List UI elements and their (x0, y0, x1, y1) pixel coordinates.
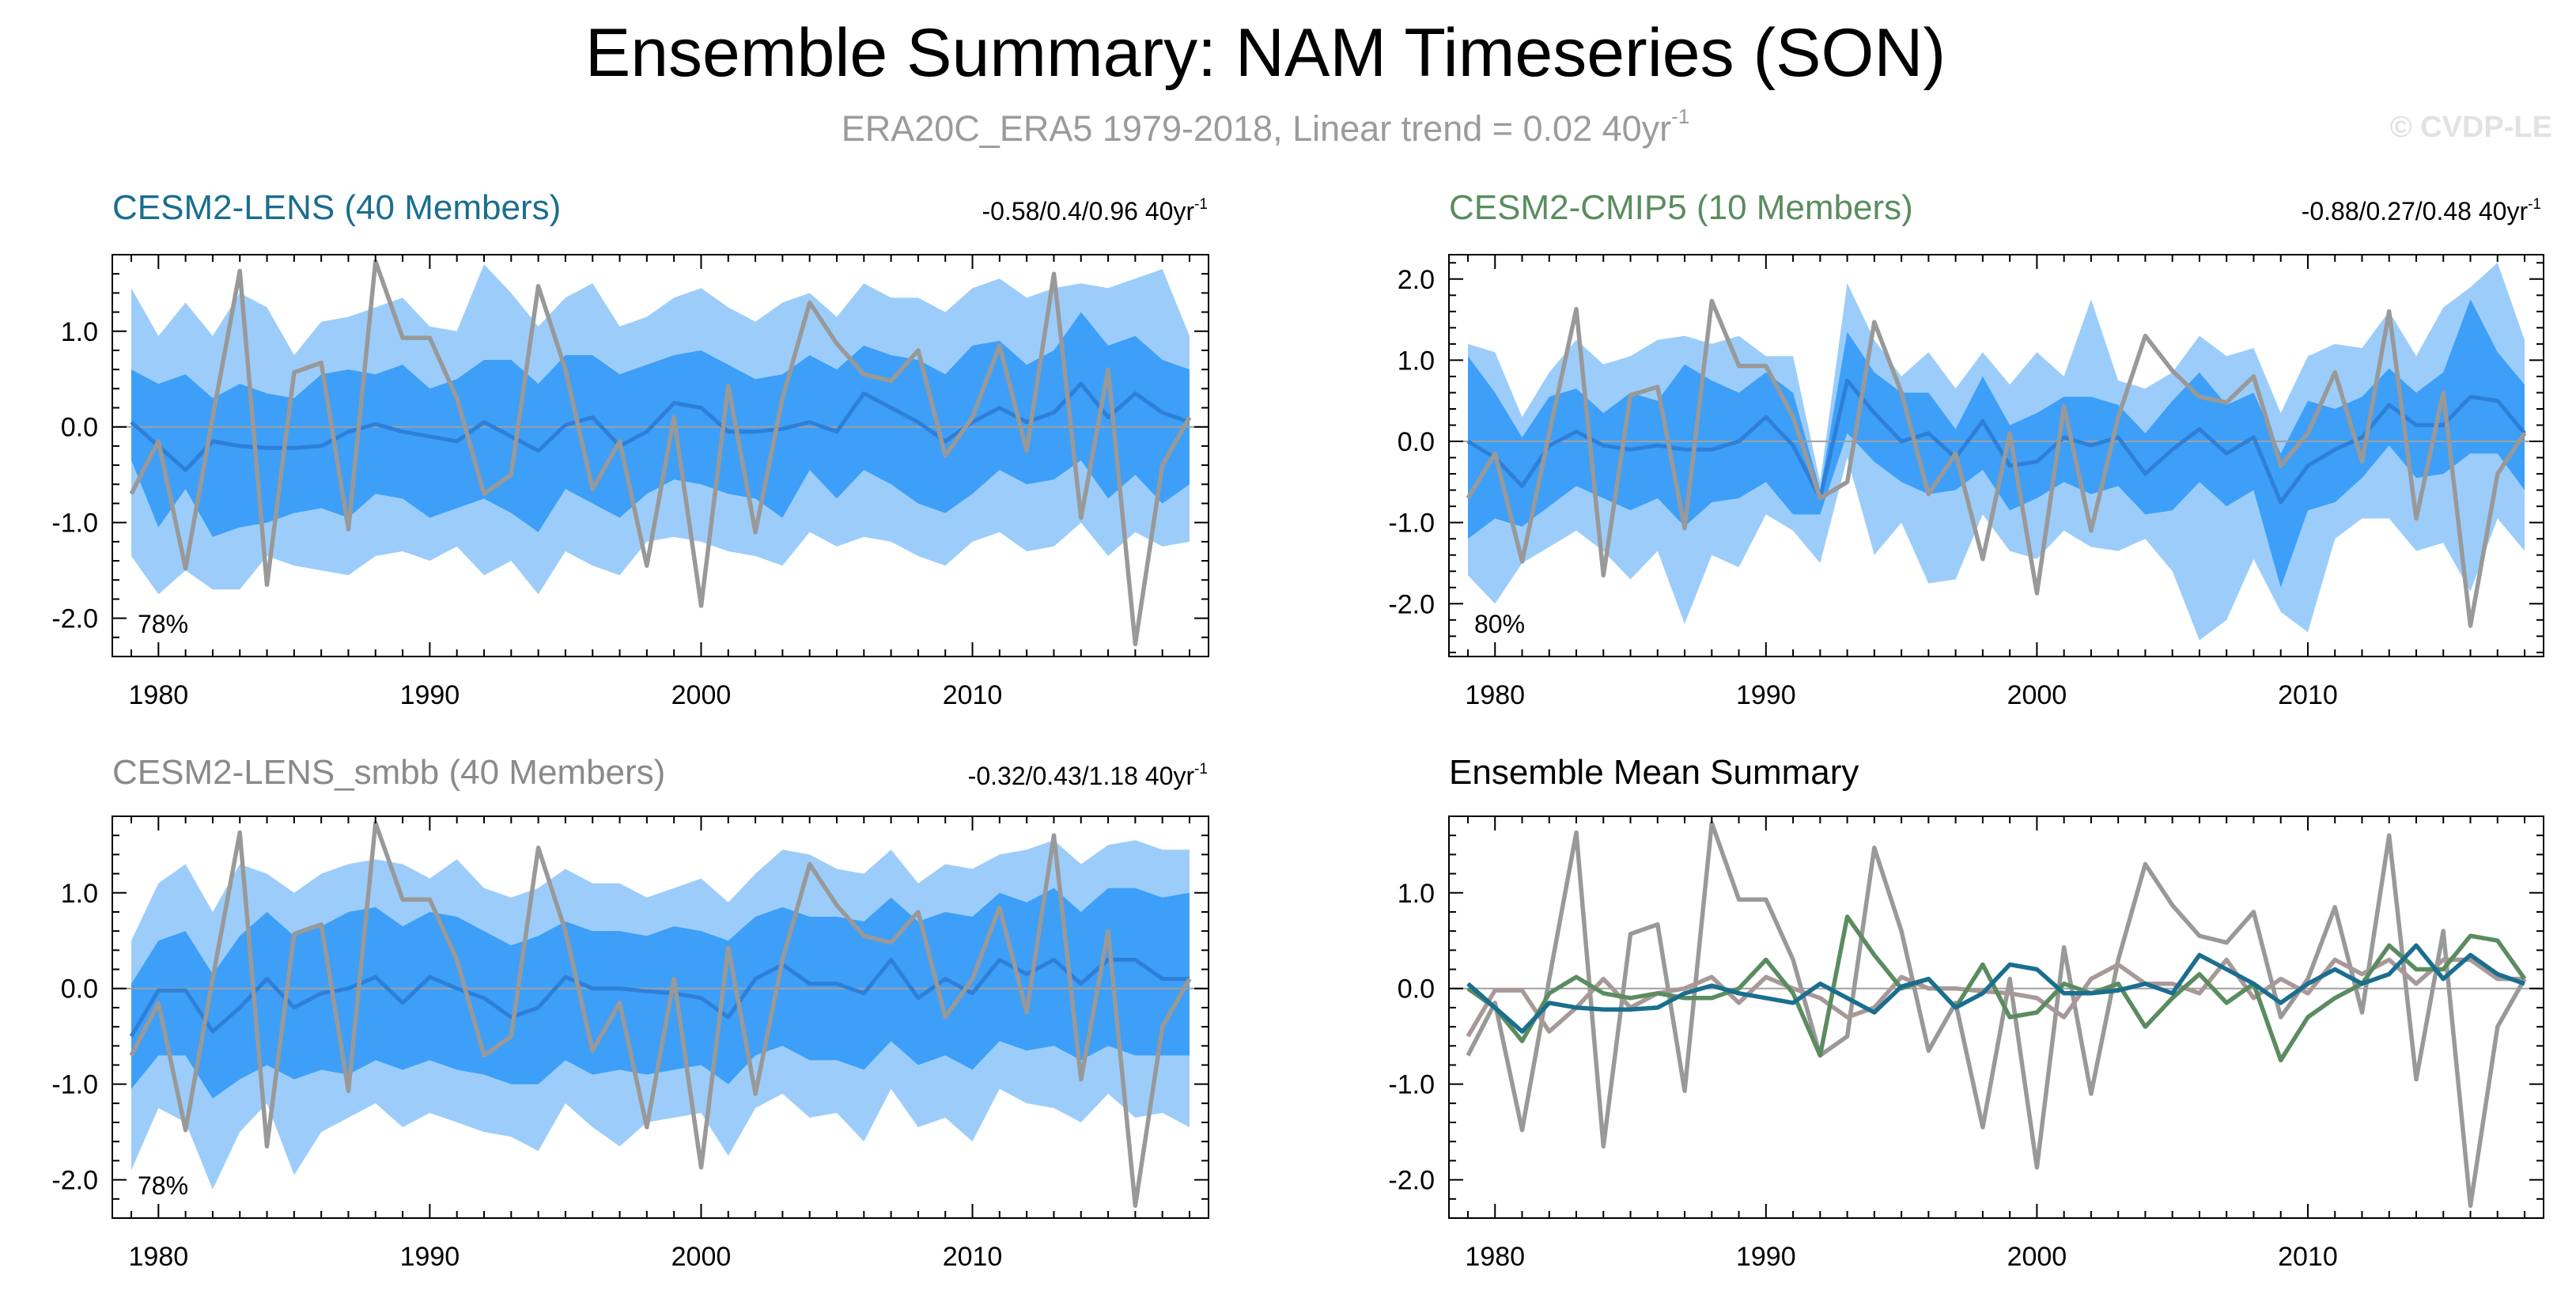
y-tick-label: 0.0 (1398, 974, 1435, 1005)
percent-label: 78% (138, 610, 188, 638)
observed-line (1466, 298, 2527, 628)
panel-2-stat-exponent: -1 (2528, 196, 2541, 213)
x-tick-label: 2010 (2278, 1242, 2338, 1272)
percent-label: 78% (138, 1171, 188, 1200)
panel-2-stat: -0.88/0.27/0.48 40yr-1 (2302, 196, 2541, 226)
x-tick-label: 1990 (400, 1242, 460, 1272)
x-tick-label: 1990 (1736, 680, 1796, 710)
panel-1-stat-text: -0.58/0.4/0.96 40yr (982, 197, 1195, 225)
y-tick-label: 1.0 (1398, 879, 1435, 909)
subtitle-exponent: -1 (1671, 104, 1690, 128)
x-tick-label: 1980 (129, 1242, 189, 1272)
x-tick-label: 2000 (2007, 680, 2067, 710)
subtitle-text: ERA20C_ERA5 1979-2018, Linear trend = 0.… (841, 108, 1672, 149)
plot-frame (1448, 254, 2544, 657)
y-tick-label: 1.0 (61, 879, 98, 909)
y-tick-label: -1.0 (51, 509, 98, 539)
plot-frame (1448, 815, 2544, 1219)
ensemble-mean-line (130, 381, 1190, 472)
y-tick-label: -1.0 (1388, 509, 1435, 539)
panel-2-stat-text: -0.88/0.27/0.48 40yr (2301, 197, 2529, 225)
panel-2-title: CESM2-CMIP5 (10 Members) (1449, 188, 1913, 227)
x-tick-label: 2000 (2007, 1242, 2067, 1272)
panel-2: 1980 1990 2000 2010 2.0 1.0 0.0 -1.0 -2.0 80% (1388, 254, 2544, 710)
x-tick-label: 1990 (1736, 1242, 1796, 1272)
y-tick-label: -1.0 (1388, 1070, 1435, 1100)
observed-line (129, 820, 1192, 1209)
panel-4: 1980 1990 2000 2010 1.0 0.0 -1.0 -2.0 (1388, 815, 2544, 1272)
x-tick-label: 1980 (1465, 1242, 1525, 1272)
x-tick-label: 1980 (129, 680, 189, 710)
y-tick-label: -2.0 (51, 1166, 98, 1196)
panel-3-title: CESM2-LENS_smbb (40 Members) (112, 753, 666, 792)
y-tick-label: 0.0 (61, 413, 98, 443)
x-tick-label: 2010 (943, 680, 1003, 710)
page-subtitle: ERA20C_ERA5 1979-2018, Linear trend = 0.… (0, 104, 2531, 149)
plot-frame (112, 815, 1209, 1219)
x-tick-label: 2000 (671, 680, 732, 710)
series-line-cesm2-lens (1466, 943, 2525, 1034)
y-tick-label: 1.0 (1398, 346, 1435, 376)
watermark: © CVDP-LE (2389, 111, 2552, 144)
x-tick-label: 2000 (671, 1242, 732, 1272)
y-tick-label: -1.0 (51, 1070, 98, 1100)
panel-3-stat-exponent: -1 (1194, 761, 1208, 778)
panel-1-stat: -0.58/0.4/0.96 40yr-1 (982, 196, 1208, 226)
panel-3-stat-text: -0.32/0.43/1.18 40yr (967, 762, 1195, 790)
y-tick-label: 1.0 (61, 317, 98, 347)
x-tick-label: 1980 (1465, 680, 1525, 710)
y-tick-label: 2.0 (1398, 265, 1435, 295)
panel-1: 1980 1990 2000 2010 1.0 0.0 -1.0 -2.0 78% (51, 254, 1209, 710)
series-line-cesm2-cmip5 (1466, 914, 2527, 1063)
plot-frame (112, 254, 1209, 657)
panel-3: 1980 1990 2000 2010 1.0 0.0 -1.0 -2.0 78% (51, 815, 1209, 1272)
x-tick-label: 2010 (943, 1242, 1003, 1272)
panel-4-title: Ensemble Mean Summary (1449, 753, 1859, 792)
x-tick-label: 1990 (400, 680, 460, 710)
percent-label: 80% (1474, 610, 1525, 638)
y-tick-label: 0.0 (61, 974, 98, 1005)
page-title: Ensemble Summary: NAM Timeseries (SON) (584, 15, 1946, 91)
ensemble-mean-line (1466, 378, 2526, 505)
panel-1-title: CESM2-LENS (40 Members) (112, 188, 562, 227)
series-line-era20c-era5 (1466, 820, 2527, 1209)
y-tick-label: -2.0 (1388, 589, 1435, 619)
x-tick-label: 2010 (2278, 680, 2338, 710)
panel-1-stat-exponent: -1 (1194, 196, 1208, 213)
y-tick-label: -2.0 (1388, 1166, 1435, 1196)
panel-3-stat: -0.32/0.43/1.18 40yr-1 (968, 761, 1208, 791)
observed-line (129, 259, 1192, 647)
y-tick-label: 0.0 (1398, 427, 1435, 457)
y-tick-label: -2.0 (51, 604, 98, 634)
